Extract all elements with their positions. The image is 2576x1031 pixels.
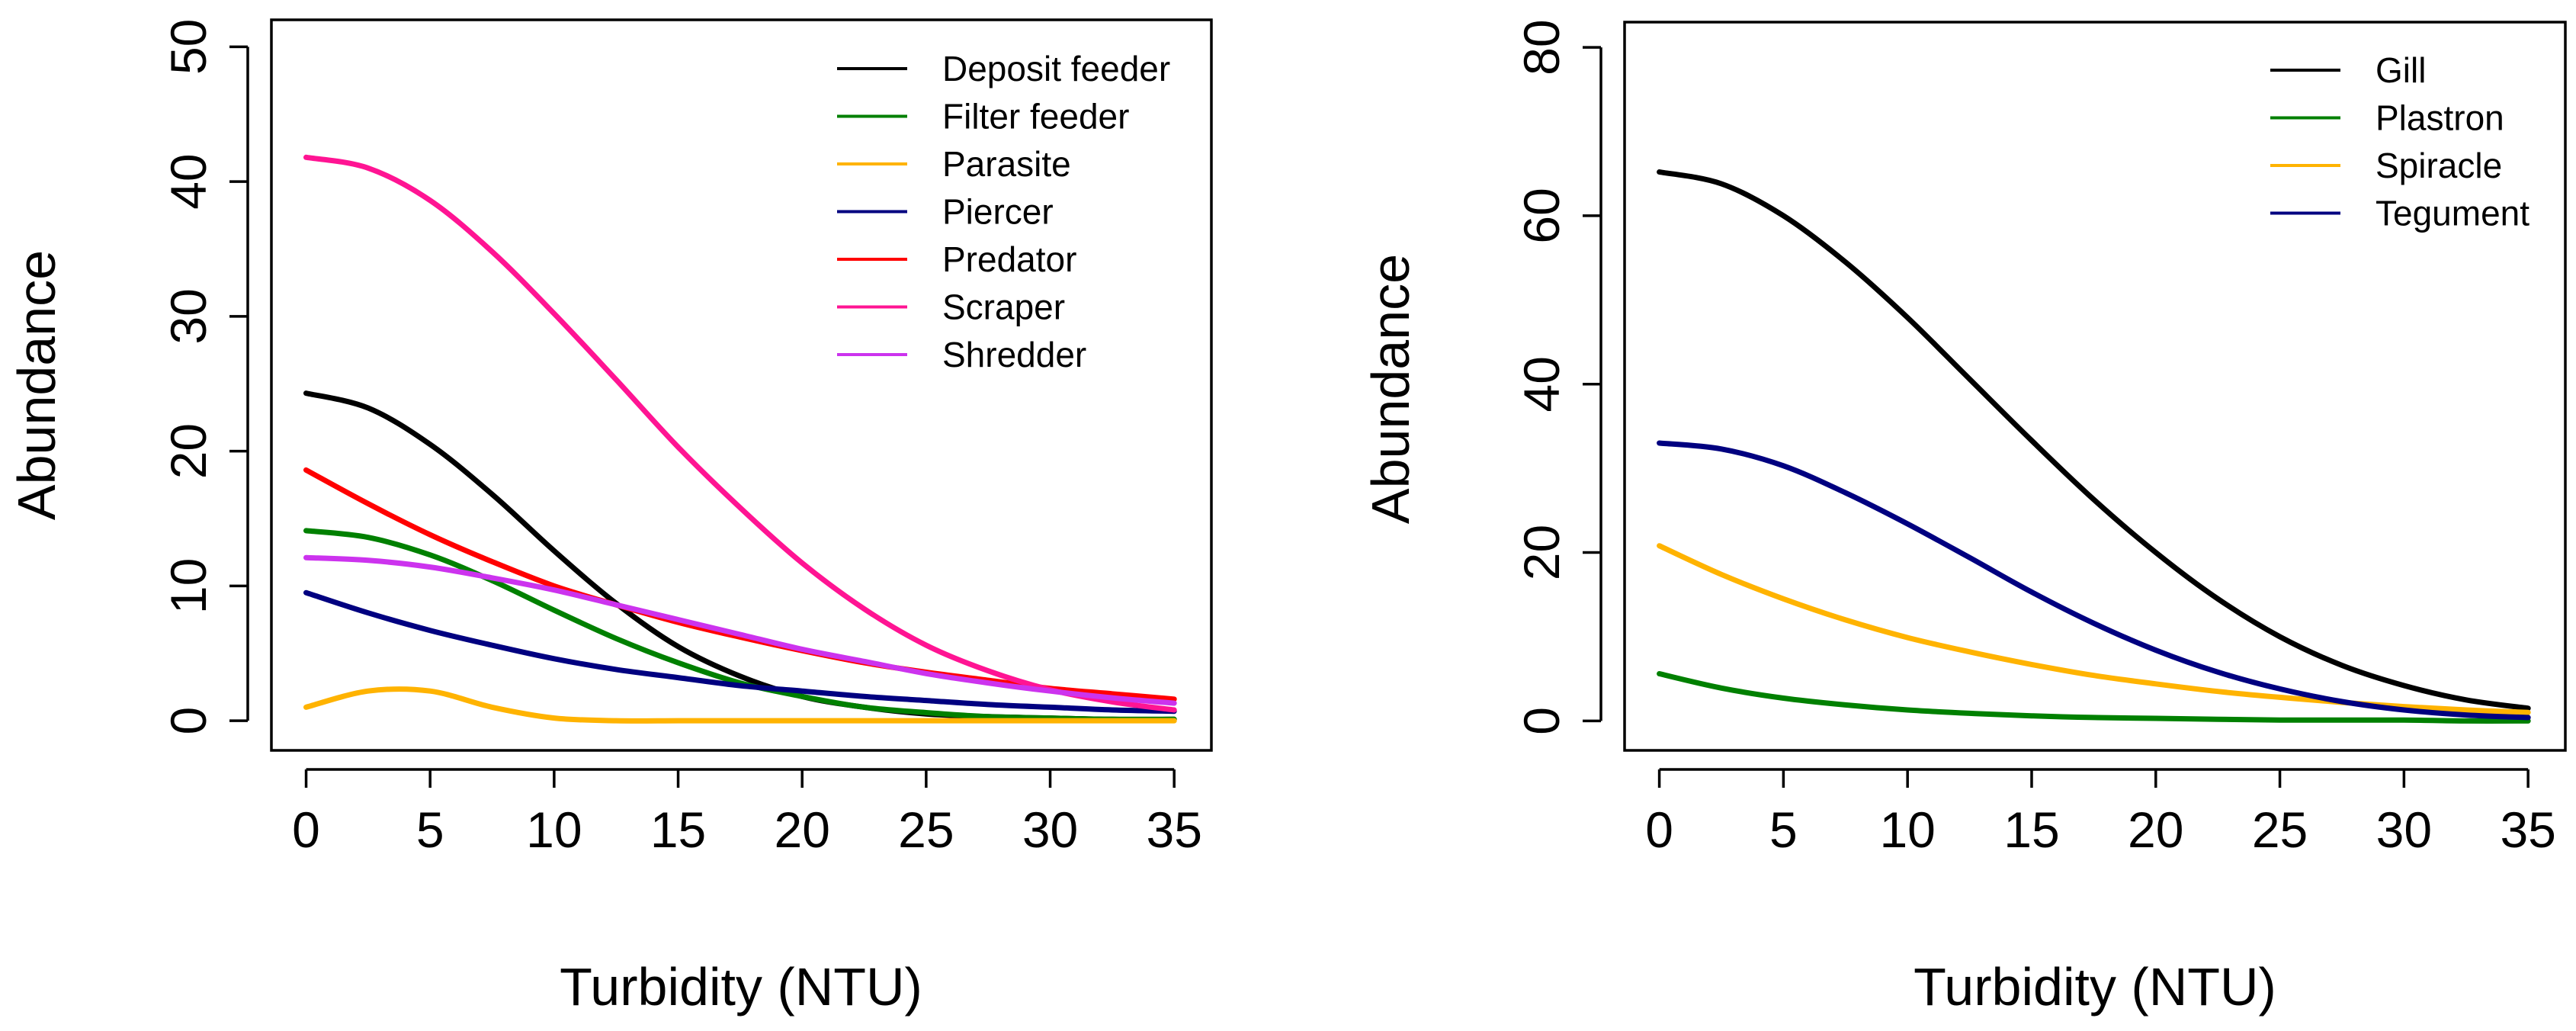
right-plot-panel: 0 5 10 15 20 25 30 35 0 20 40 60 80 Gill Plastron Spi… bbox=[1361, 19, 2567, 1017]
legend-item: Predator bbox=[837, 239, 1076, 279]
right-x-tick-label: 20 bbox=[2128, 801, 2183, 858]
left-y-tick-label: 50 bbox=[160, 19, 217, 75]
legend-label: Tegument bbox=[2376, 194, 2529, 233]
right-x-tick-label: 0 bbox=[1645, 801, 1673, 858]
left-series-filter-feeder bbox=[303, 528, 1177, 722]
legend-label: Plastron bbox=[2376, 98, 2504, 138]
legend-item: Piercer bbox=[837, 192, 1054, 232]
left-plot-panel: 0 5 10 15 20 25 30 35 0 10 20 30 40 50 Deposit feede… bbox=[7, 18, 1213, 1017]
right-x-axis-title: Turbidity (NTU) bbox=[1914, 957, 2276, 1017]
legend-label: Shredder bbox=[942, 335, 1086, 374]
left-x-tick-label: 30 bbox=[1022, 801, 1078, 858]
legend-label: Deposit feeder bbox=[942, 49, 1170, 88]
legend-label: Parasite bbox=[942, 144, 1071, 184]
legend-label: Filter feeder bbox=[942, 97, 1129, 137]
right-y-tick-label: 60 bbox=[1513, 188, 1570, 243]
right-plot-frame bbox=[1623, 21, 2567, 752]
legend-label: Spiracle bbox=[2376, 146, 2502, 185]
left-series-scraper bbox=[303, 154, 1177, 713]
legend-item: Tegument bbox=[2270, 194, 2529, 233]
left-x-tick-label: 25 bbox=[898, 801, 954, 858]
right-series-plastron bbox=[1657, 671, 2531, 724]
right-legend: Gill Plastron Spiracle Tegument bbox=[2270, 50, 2529, 233]
left-plot-frame bbox=[270, 18, 1213, 752]
legend-label: Scraper bbox=[942, 287, 1065, 327]
legend-item: Parasite bbox=[837, 144, 1071, 184]
left-y-axis-title: Abundance bbox=[7, 250, 66, 520]
right-x-axis: 0 5 10 15 20 25 30 35 bbox=[1645, 768, 2556, 858]
left-y-tick-label: 20 bbox=[160, 423, 217, 479]
right-y-tick-label: 0 bbox=[1513, 707, 1570, 735]
legend-item: Plastron bbox=[2270, 98, 2504, 138]
legend-item: Scraper bbox=[837, 287, 1065, 327]
left-y-tick-label: 10 bbox=[160, 558, 217, 614]
right-y-tick-label: 80 bbox=[1513, 19, 1570, 75]
left-x-axis-title: Turbidity (NTU) bbox=[560, 957, 922, 1017]
left-y-tick-label: 40 bbox=[160, 153, 217, 209]
left-y-axis: 0 10 20 30 40 50 bbox=[160, 19, 249, 735]
right-curves bbox=[1657, 169, 2531, 724]
right-x-tick-label: 30 bbox=[2376, 801, 2432, 858]
right-x-tick-label: 5 bbox=[1769, 801, 1798, 858]
left-y-tick-label: 30 bbox=[160, 288, 217, 344]
right-y-tick-label: 20 bbox=[1513, 525, 1570, 580]
left-x-tick-label: 10 bbox=[526, 801, 582, 858]
right-y-axis-title: Abundance bbox=[1361, 254, 1420, 524]
right-series-tegument bbox=[1657, 440, 2531, 721]
right-x-tick-label: 35 bbox=[2500, 801, 2555, 858]
left-curves bbox=[303, 154, 1177, 724]
left-series-piercer bbox=[303, 589, 1177, 715]
right-series-gill bbox=[1657, 169, 2531, 711]
legend-item: Gill bbox=[2270, 50, 2426, 90]
right-y-tick-label: 40 bbox=[1513, 356, 1570, 412]
left-x-tick-label: 15 bbox=[650, 801, 706, 858]
left-legend: Deposit feeder Filter feeder Parasite Pierc… bbox=[837, 49, 1170, 374]
legend-item: Shredder bbox=[837, 335, 1086, 374]
right-x-tick-label: 10 bbox=[1879, 801, 1935, 858]
left-x-tick-label: 20 bbox=[774, 801, 829, 858]
left-x-tick-label: 35 bbox=[1146, 801, 1201, 858]
legend-item: Deposit feeder bbox=[837, 49, 1170, 88]
right-x-tick-label: 25 bbox=[2252, 801, 2308, 858]
legend-label: Gill bbox=[2376, 50, 2426, 90]
legend-item: Spiracle bbox=[2270, 146, 2502, 185]
left-x-tick-label: 0 bbox=[292, 801, 320, 858]
legend-label: Piercer bbox=[942, 192, 1054, 232]
left-x-tick-label: 5 bbox=[416, 801, 444, 858]
left-x-axis: 0 5 10 15 20 25 30 35 bbox=[292, 768, 1202, 858]
left-series-shredder bbox=[303, 554, 1177, 706]
left-y-tick-label: 0 bbox=[160, 707, 217, 735]
left-series-parasite bbox=[303, 686, 1177, 724]
legend-label: Predator bbox=[942, 239, 1076, 279]
right-x-tick-label: 15 bbox=[2003, 801, 2059, 858]
right-y-axis: 0 20 40 60 80 bbox=[1513, 19, 1602, 735]
legend-item: Filter feeder bbox=[837, 97, 1129, 137]
